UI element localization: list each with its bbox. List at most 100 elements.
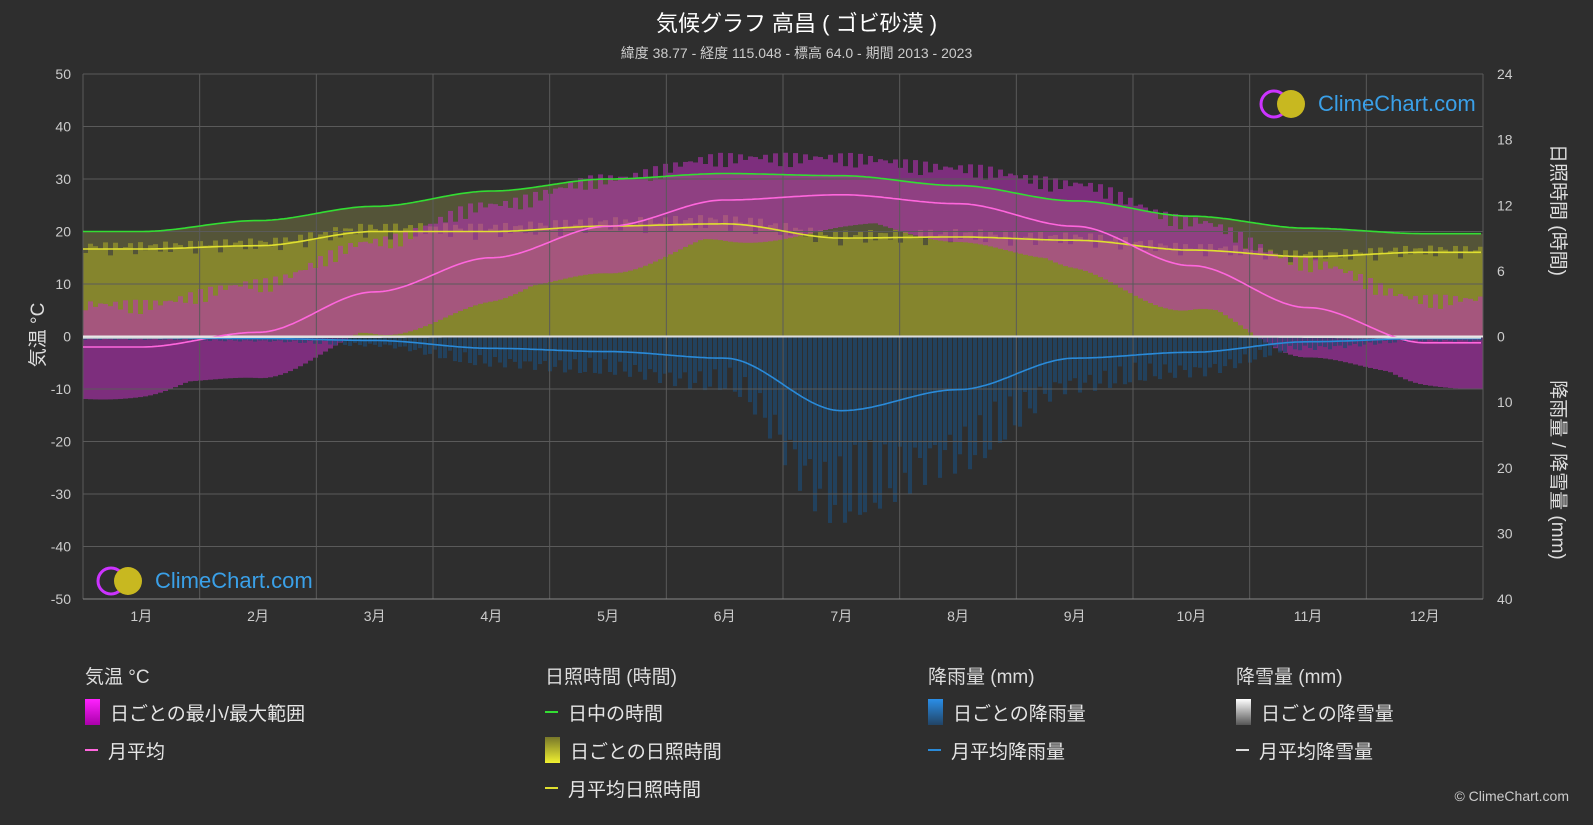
- temp-range-bar: [888, 163, 893, 229]
- sunshine-bar: [888, 239, 893, 337]
- temp-range-bar: [818, 157, 823, 232]
- rain-bar: [773, 336, 777, 415]
- rain-bar: [1128, 336, 1132, 383]
- temp-range-bar: [83, 310, 88, 399]
- temp-range-bar: [238, 286, 243, 378]
- sunshine-bar: [613, 217, 618, 337]
- sunshine-bar: [958, 238, 963, 337]
- sunshine-bar: [1443, 249, 1448, 337]
- temp-range-bar: [873, 162, 878, 224]
- sunshine-bar: [138, 242, 143, 337]
- rain-bar: [1168, 336, 1172, 373]
- temp-range-bar: [553, 188, 558, 281]
- temp-range-bar: [1358, 273, 1363, 366]
- x-tick: 8月: [947, 608, 969, 624]
- rain-bar: [598, 336, 602, 374]
- temp-range-bar: [1208, 223, 1213, 310]
- legend-item: 日ごとの日照時間: [545, 737, 722, 763]
- sunshine-bar: [948, 242, 953, 337]
- temp-range-bar: [583, 189, 588, 275]
- temp-range-bar: [603, 184, 608, 274]
- temp-range-bar: [518, 209, 523, 292]
- sunshine-bar: [1018, 237, 1023, 337]
- temp-range-bar: [413, 228, 418, 330]
- temp-range-bar: [348, 243, 353, 338]
- rain-bar: [933, 336, 937, 446]
- temp-range-bar: [638, 179, 643, 268]
- temp-range-bar: [1378, 283, 1383, 371]
- rain-bar: [778, 336, 782, 435]
- sunshine-bar: [1093, 247, 1098, 337]
- rain-bar: [823, 336, 827, 462]
- temp-range-bar: [423, 225, 428, 327]
- sunshine-bar: [1458, 258, 1463, 337]
- temp-range-bar: [953, 169, 958, 242]
- temp-range-bar: [993, 177, 998, 248]
- sunshine-bar: [153, 244, 158, 337]
- sunshine-bar: [1428, 245, 1433, 337]
- temp-range-bar: [728, 153, 733, 242]
- rain-bar: [723, 336, 727, 389]
- legend-rain-head: 降雨量 (mm): [928, 667, 1035, 688]
- temp-mean-swatch: [85, 749, 98, 751]
- sunshine-bar: [623, 219, 628, 337]
- rain-bar: [323, 336, 327, 342]
- rain-bar: [478, 336, 482, 356]
- rain-bar: [1088, 336, 1092, 375]
- y-right-top-tick: 6: [1497, 263, 1505, 279]
- rain-bar: [973, 336, 977, 456]
- sunshine-bar: [1393, 247, 1398, 337]
- temp-range-bar: [1093, 191, 1098, 275]
- sunshine-bar: [1453, 245, 1458, 337]
- sunshine-bar: [1088, 233, 1093, 337]
- logo-top: ClimeChart.com: [1258, 88, 1476, 120]
- rain-bar: [908, 336, 912, 494]
- rain-bar: [543, 336, 547, 361]
- temp-range-bar: [868, 155, 873, 224]
- temp-range-bar: [343, 253, 348, 340]
- rain-bar: [363, 336, 367, 347]
- temp-range-bar: [743, 159, 748, 243]
- rain-bar: [1233, 336, 1237, 369]
- temp-range-bar: [233, 285, 238, 378]
- x-tick: 4月: [480, 608, 502, 624]
- sunshine-bar: [608, 229, 613, 337]
- temp-range-bar: [1038, 189, 1043, 258]
- rain-bar: [1153, 336, 1157, 377]
- sunshine-bar: [703, 227, 708, 337]
- sunshine-bar: [1113, 236, 1118, 337]
- sunshine-bar: [183, 248, 188, 337]
- y-right-top-tick: 0: [1497, 329, 1505, 345]
- y-right-bottom-tick: 40: [1497, 591, 1513, 607]
- rain-bar: [568, 336, 572, 370]
- rain-bar: [968, 336, 972, 470]
- sunshine-bar: [603, 220, 608, 337]
- temp-range-bar: [963, 173, 968, 243]
- legend-label: 日ごとの最小/最大範囲: [110, 703, 306, 725]
- temp-range-bar: [978, 164, 983, 245]
- rain-bar: [503, 336, 507, 368]
- temp-range-bar: [338, 245, 343, 343]
- x-tick: 12月: [1410, 608, 1440, 624]
- sunshine-bar: [98, 249, 103, 337]
- rain-bar: [983, 336, 987, 459]
- rain-bar: [1028, 336, 1032, 409]
- temp-range-bar: [1468, 298, 1473, 389]
- rain-bar: [693, 336, 697, 383]
- rain-bar: [963, 336, 967, 427]
- temp-range-bar: [1178, 229, 1183, 311]
- rain-bar: [618, 336, 622, 362]
- sunshine-bar: [913, 236, 918, 337]
- temp-range-bar: [878, 159, 883, 225]
- temp-range-bar: [1443, 294, 1448, 388]
- rain-bar: [883, 336, 887, 445]
- sunshine-bar: [783, 223, 788, 337]
- temp-range-bar: [428, 223, 433, 325]
- temp-range-bar: [668, 172, 673, 255]
- sunshine-bar: [568, 226, 573, 337]
- rain-bar: [788, 336, 792, 440]
- rain-bar: [733, 336, 737, 392]
- sunshine-bar: [633, 226, 638, 337]
- temp-range-bar: [203, 301, 208, 381]
- sunshine-bar: [1023, 236, 1028, 337]
